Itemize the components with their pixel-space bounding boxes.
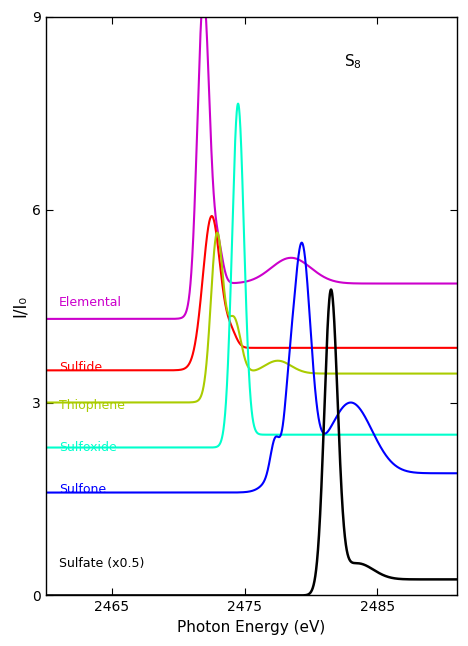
Text: Sulfide: Sulfide: [59, 360, 102, 373]
Text: S$_8$: S$_8$: [344, 52, 362, 71]
Text: Sulfate (x0.5): Sulfate (x0.5): [59, 557, 144, 570]
Text: Sulfone: Sulfone: [59, 483, 106, 496]
Text: Thiophene: Thiophene: [59, 399, 125, 412]
Text: Elemental: Elemental: [59, 297, 122, 309]
X-axis label: Photon Energy (eV): Photon Energy (eV): [177, 620, 325, 635]
Y-axis label: I/I₀: I/I₀: [11, 295, 29, 317]
Text: Sulfoxide: Sulfoxide: [59, 441, 117, 454]
